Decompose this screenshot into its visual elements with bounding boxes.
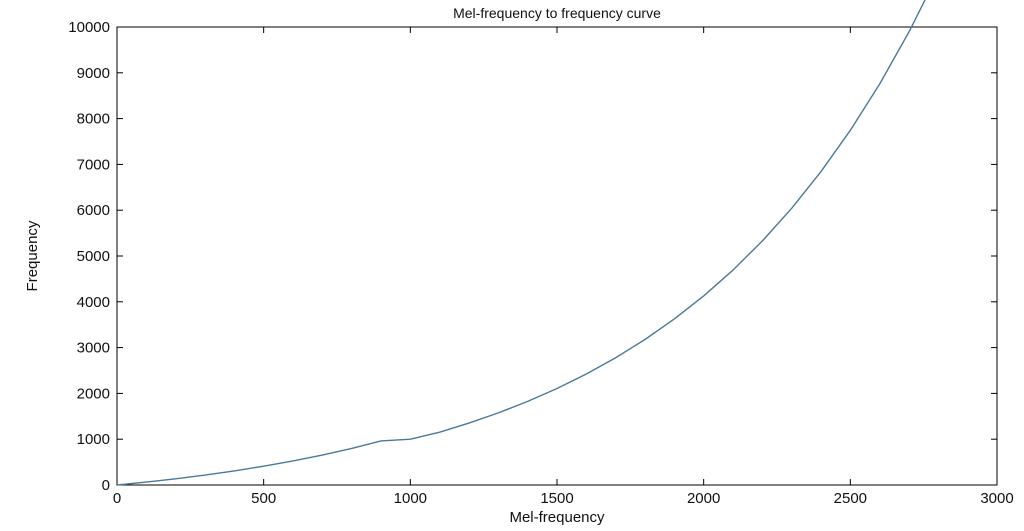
x-tick-label: 2000 bbox=[687, 490, 720, 507]
chart-title: Mel-frequency to frequency curve bbox=[453, 5, 661, 21]
x-tick-label: 1000 bbox=[394, 490, 427, 507]
x-axis-label: Mel-frequency bbox=[509, 509, 605, 526]
x-tick-label: 3000 bbox=[980, 490, 1013, 507]
y-tick-label: 0 bbox=[102, 477, 110, 494]
x-tick-label: 0 bbox=[113, 490, 121, 507]
y-tick-label: 9000 bbox=[77, 65, 110, 82]
x-tick-label: 2500 bbox=[834, 490, 867, 507]
y-tick-label: 7000 bbox=[77, 156, 110, 173]
x-tick-label: 500 bbox=[251, 490, 276, 507]
axis-ticks bbox=[116, 26, 998, 486]
y-tick-label: 10000 bbox=[68, 19, 110, 36]
y-axis-label: Frequency bbox=[24, 220, 41, 291]
y-tick-label: 4000 bbox=[77, 294, 110, 311]
y-tick-label: 2000 bbox=[77, 385, 110, 402]
y-tick-label: 3000 bbox=[77, 340, 110, 357]
tick-labels: 0 500 1000 1500 2000 2500 3000 0 1000 2000 3000 400… bbox=[68, 19, 1013, 507]
series-layer bbox=[116, 0, 926, 486]
series-line bbox=[116, 0, 926, 486]
y-tick-label: 6000 bbox=[77, 202, 110, 219]
y-tick-label: 1000 bbox=[77, 431, 110, 448]
y-tick-label: 8000 bbox=[77, 111, 110, 128]
x-tick-label: 1500 bbox=[540, 490, 573, 507]
plot-area bbox=[116, 26, 998, 486]
y-tick-label: 5000 bbox=[77, 248, 110, 265]
